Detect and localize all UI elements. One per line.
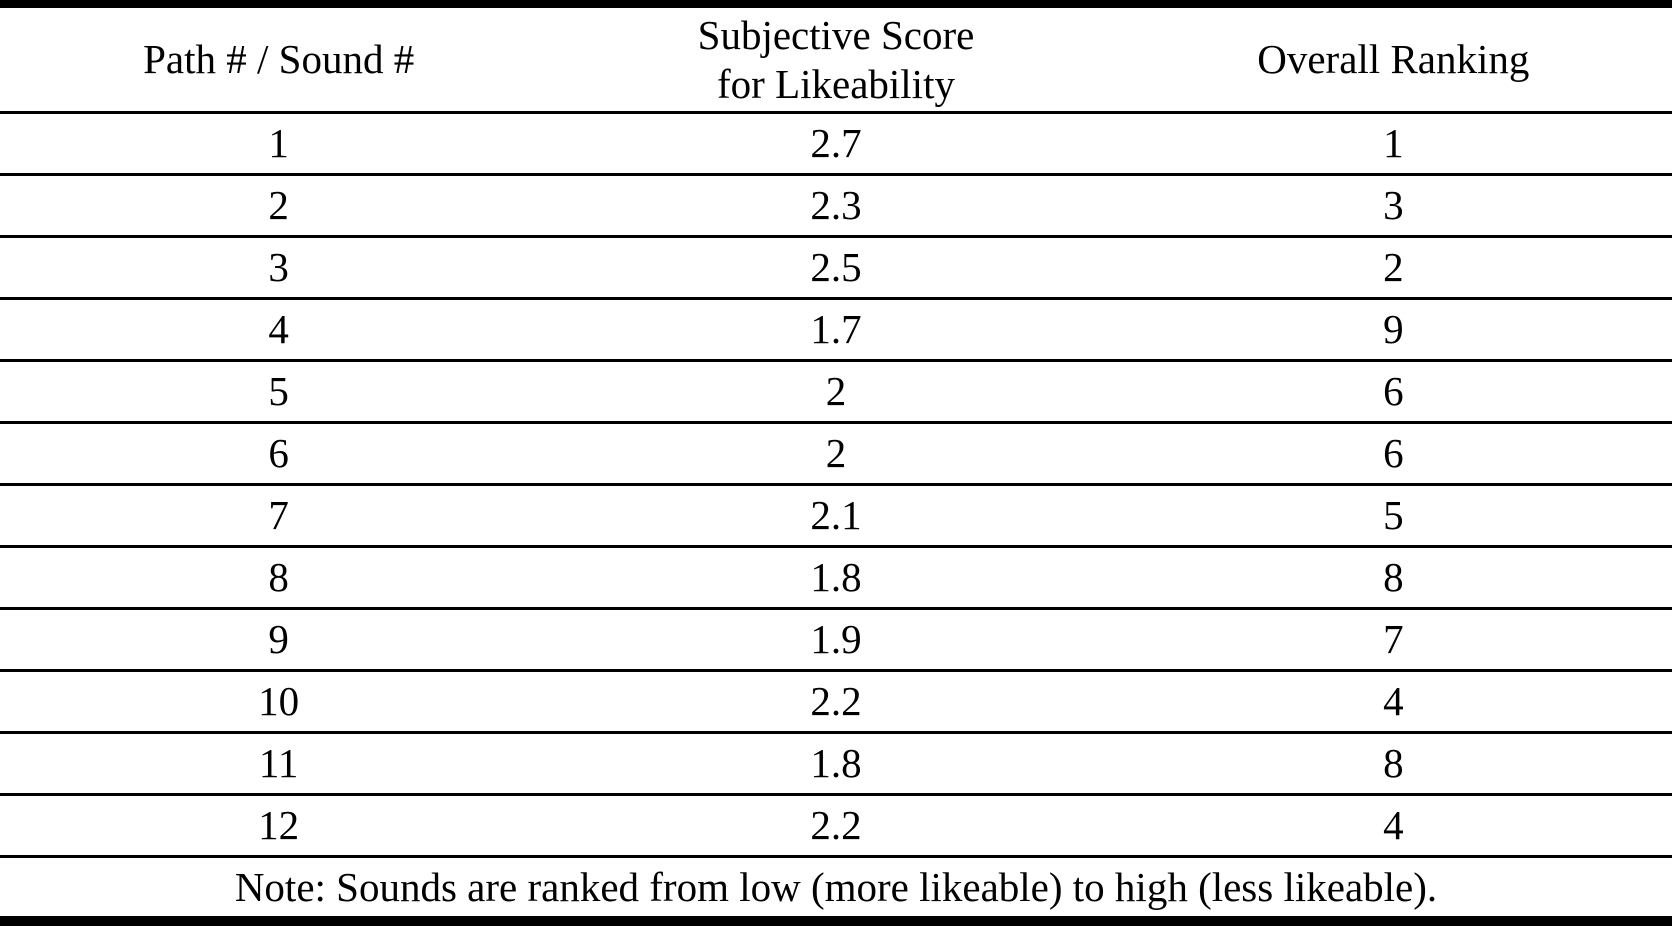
score-cell: 1.8 — [810, 554, 862, 601]
rank-cell: 3 — [1383, 182, 1404, 229]
table-row: 5 2 6 — [0, 362, 1672, 424]
score-cell: 2.2 — [810, 802, 862, 849]
path-cell: 6 — [268, 430, 289, 477]
table-row: 7 2.1 5 — [0, 486, 1672, 548]
table-row: 11 1.8 8 — [0, 734, 1672, 796]
score-cell: 2.2 — [810, 678, 862, 725]
score-cell: 1.9 — [810, 616, 862, 663]
rank-cell: 8 — [1383, 740, 1404, 787]
score-cell: 2 — [825, 368, 847, 415]
rank-cell: 6 — [1383, 430, 1404, 477]
table-row: 6 2 6 — [0, 424, 1672, 486]
path-cell: 3 — [268, 244, 289, 291]
table-note: Note: Sounds are ranked from low (more l… — [234, 864, 1438, 910]
table-row: 12 2.2 4 — [0, 796, 1672, 858]
path-cell: 8 — [268, 554, 289, 601]
table-note-row: Note: Sounds are ranked from low (more l… — [0, 858, 1672, 916]
column-header-path-sound: Path # / Sound # — [143, 36, 415, 83]
path-cell: 11 — [258, 740, 299, 787]
rank-cell: 9 — [1383, 306, 1404, 353]
rank-cell: 6 — [1383, 368, 1404, 415]
rank-cell: 5 — [1383, 492, 1404, 539]
table-row: 2 2.3 3 — [0, 176, 1672, 238]
column-header-subjective-score-line2: for Likeability — [717, 60, 955, 107]
rank-cell: 1 — [1383, 120, 1404, 167]
score-cell: 2.3 — [810, 182, 862, 229]
column-header-subjective-score-line1: Subjective Score — [697, 12, 975, 59]
rank-cell: 2 — [1383, 244, 1404, 291]
score-cell: 2.5 — [810, 244, 862, 291]
score-cell: 1.8 — [810, 740, 862, 787]
column-header-subjective-score: Subjective Score for Likeability — [557, 11, 1114, 108]
path-cell: 12 — [258, 802, 300, 849]
table-row: 3 2.5 2 — [0, 238, 1672, 300]
path-cell: 2 — [268, 182, 289, 229]
path-cell: 10 — [258, 678, 300, 725]
rank-cell: 7 — [1383, 616, 1404, 663]
table-header-row: Path # / Sound # Subjective Score for Li… — [0, 8, 1672, 114]
table-row: 10 2.2 4 — [0, 672, 1672, 734]
table-row: 9 1.9 7 — [0, 610, 1672, 672]
path-cell: 5 — [268, 368, 289, 415]
path-cell: 9 — [268, 616, 289, 663]
score-cell: 2 — [825, 430, 847, 477]
column-header-overall-ranking: Overall Ranking — [1257, 36, 1530, 83]
rank-cell: 4 — [1383, 802, 1404, 849]
table-row: 1 2.7 1 — [0, 114, 1672, 176]
score-cell: 2.1 — [810, 492, 862, 539]
score-cell: 1.7 — [810, 306, 862, 353]
table-row: 8 1.8 8 — [0, 548, 1672, 610]
rank-cell: 8 — [1383, 554, 1404, 601]
table-row: 4 1.7 9 — [0, 300, 1672, 362]
score-cell: 2.7 — [810, 120, 862, 167]
path-cell: 1 — [268, 120, 289, 167]
path-cell: 7 — [268, 492, 289, 539]
rank-cell: 4 — [1383, 678, 1404, 725]
path-cell: 4 — [268, 306, 289, 353]
